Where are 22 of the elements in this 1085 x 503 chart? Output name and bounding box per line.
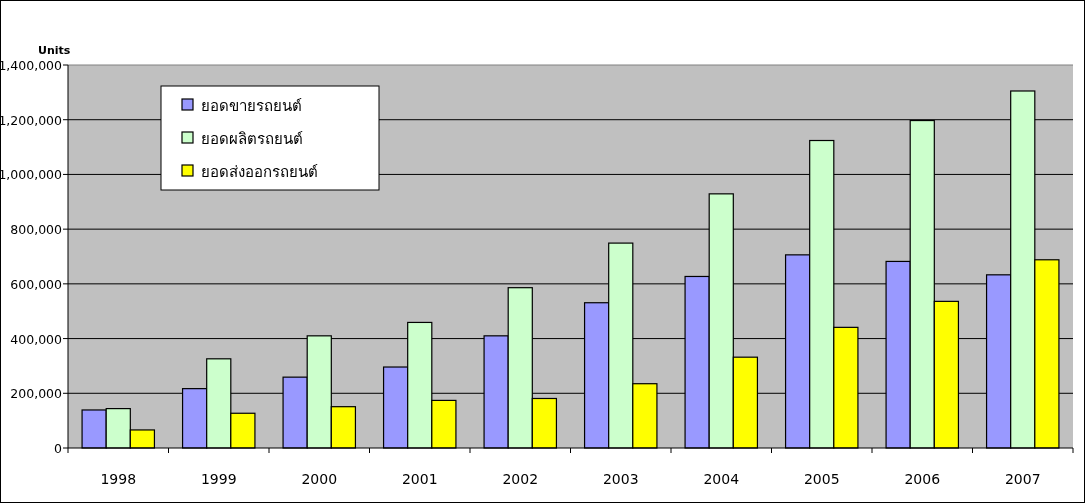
legend-label: ยอดผลิตรถยนต์ — [201, 130, 303, 148]
x-tick-label: 2005 — [803, 471, 840, 487]
y-tick-label: 1,400,000 — [0, 58, 63, 73]
y-tick-label: 1,200,000 — [0, 112, 63, 128]
x-tick-label: 2003 — [602, 471, 639, 487]
x-tick-label: 1999 — [200, 471, 237, 487]
y-tick-label: 400,000 — [10, 331, 63, 347]
y-tick-label: 0 — [54, 441, 63, 456]
x-tick-label: 2006 — [904, 471, 941, 487]
x-tick-label: 2002 — [502, 471, 539, 487]
x-tick-label: 2004 — [703, 471, 740, 487]
legend-label: ยอดขายรถยนต์ — [201, 97, 302, 115]
y-axis-title: Units — [38, 44, 71, 57]
y-tick-label: 200,000 — [10, 386, 63, 402]
x-tick-label: 2000 — [301, 471, 338, 487]
x-tick-label: 2007 — [1004, 471, 1041, 487]
y-tick-label: 800,000 — [10, 222, 63, 238]
x-tick-label: 2001 — [401, 471, 438, 487]
y-tick-label: 600,000 — [10, 276, 63, 292]
y-tick-label: 1,000,000 — [0, 167, 63, 183]
legend-label: ยอดส่งออกรถยนต์ — [201, 163, 318, 181]
x-tick-label: 1998 — [100, 471, 137, 487]
